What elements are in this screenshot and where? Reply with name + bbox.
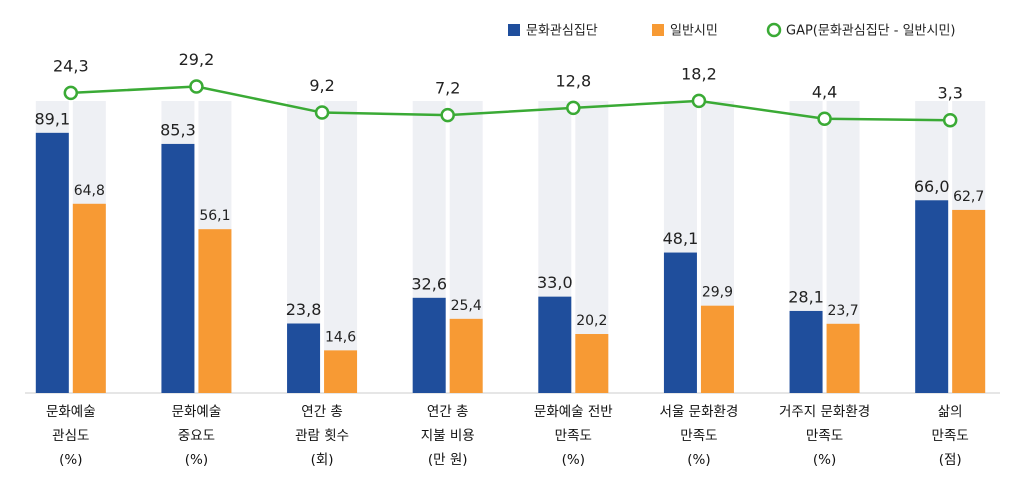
gap-label: 7,2: [435, 79, 460, 98]
bar: [952, 209, 986, 393]
bar: [412, 297, 446, 393]
bar: [161, 143, 195, 393]
gap-line-group: 24,3 29,2 9,2 7,2 12,8 18,2 4,4 3,3: [53, 50, 963, 128]
gap-point: [63, 85, 79, 101]
gap-label: 3,3: [937, 84, 962, 103]
value-label: 89,1: [35, 109, 71, 128]
legend-label: 문화관심집단: [526, 24, 598, 39]
column-background: [324, 101, 358, 393]
legend-marker: [508, 24, 520, 36]
bar: [663, 252, 697, 393]
gap-point: [566, 100, 581, 116]
x-tick-label: 거주지 문화환경 만족도 (%): [778, 404, 871, 468]
value-label: 85,3: [160, 120, 196, 139]
value-label: 28,1: [788, 287, 824, 306]
value-label: 64,8: [74, 183, 105, 199]
legend-label: GAP(문화관심집단 - 일반시민): [786, 24, 956, 39]
legend-marker: [652, 24, 664, 36]
value-label: 32,6: [411, 274, 447, 293]
gap-label: 9,2: [309, 76, 334, 95]
gap-label: 12,8: [556, 71, 592, 90]
gap-point: [314, 105, 330, 120]
value-label: 33,0: [537, 273, 573, 292]
gap-point: [189, 79, 204, 94]
bar: [287, 323, 321, 393]
gap-label: 24,3: [53, 56, 89, 75]
value-label: 20,2: [576, 313, 607, 329]
value-label: 66,0: [914, 177, 950, 196]
gap-point: [817, 111, 832, 127]
gap-point: [691, 93, 707, 109]
value-label: 56,1: [199, 208, 230, 224]
bar: [449, 318, 483, 393]
x-tick-label: 문화예술 전반 만족도 (%): [533, 404, 613, 468]
bar: [538, 296, 572, 393]
value-label: 48,1: [663, 229, 699, 248]
x-tick-label: 문화예술 관심도 (%): [45, 404, 96, 468]
gap-point: [440, 107, 455, 123]
bar: [789, 310, 823, 393]
gap-line: [70, 85, 951, 122]
gap-label: 29,2: [179, 50, 215, 69]
x-tick-label: 문화예술 중요도 (%): [171, 404, 222, 468]
bar: [324, 350, 358, 393]
bar: [72, 203, 106, 393]
legend-label: 일반시민: [670, 24, 718, 39]
value-label: 14,6: [325, 329, 356, 345]
bar: [198, 229, 232, 393]
bar: [915, 200, 949, 393]
value-label: 29,9: [702, 285, 733, 301]
bar: [700, 305, 734, 393]
gap-label: 4,4: [812, 82, 837, 101]
x-tick-label: 연간 총 관람 횟수 (회): [295, 404, 350, 468]
value-label: 23,7: [827, 303, 858, 319]
x-tick-label: 서울 문화환경 만족도 (%): [659, 404, 739, 468]
bar: [826, 323, 860, 393]
bar: [35, 132, 69, 393]
bar: [575, 334, 609, 393]
gap-label: 18,2: [681, 64, 717, 83]
legend-marker: [766, 22, 782, 38]
value-label: 25,4: [451, 298, 482, 314]
value-label: 23,8: [286, 300, 322, 319]
x-tick-label: 연간 총 지불 비용 (만 원): [420, 404, 475, 468]
x-tick-label: 삶의 만족도 (점): [931, 404, 969, 468]
gap-point: [942, 112, 958, 128]
value-label: 62,7: [953, 189, 984, 205]
